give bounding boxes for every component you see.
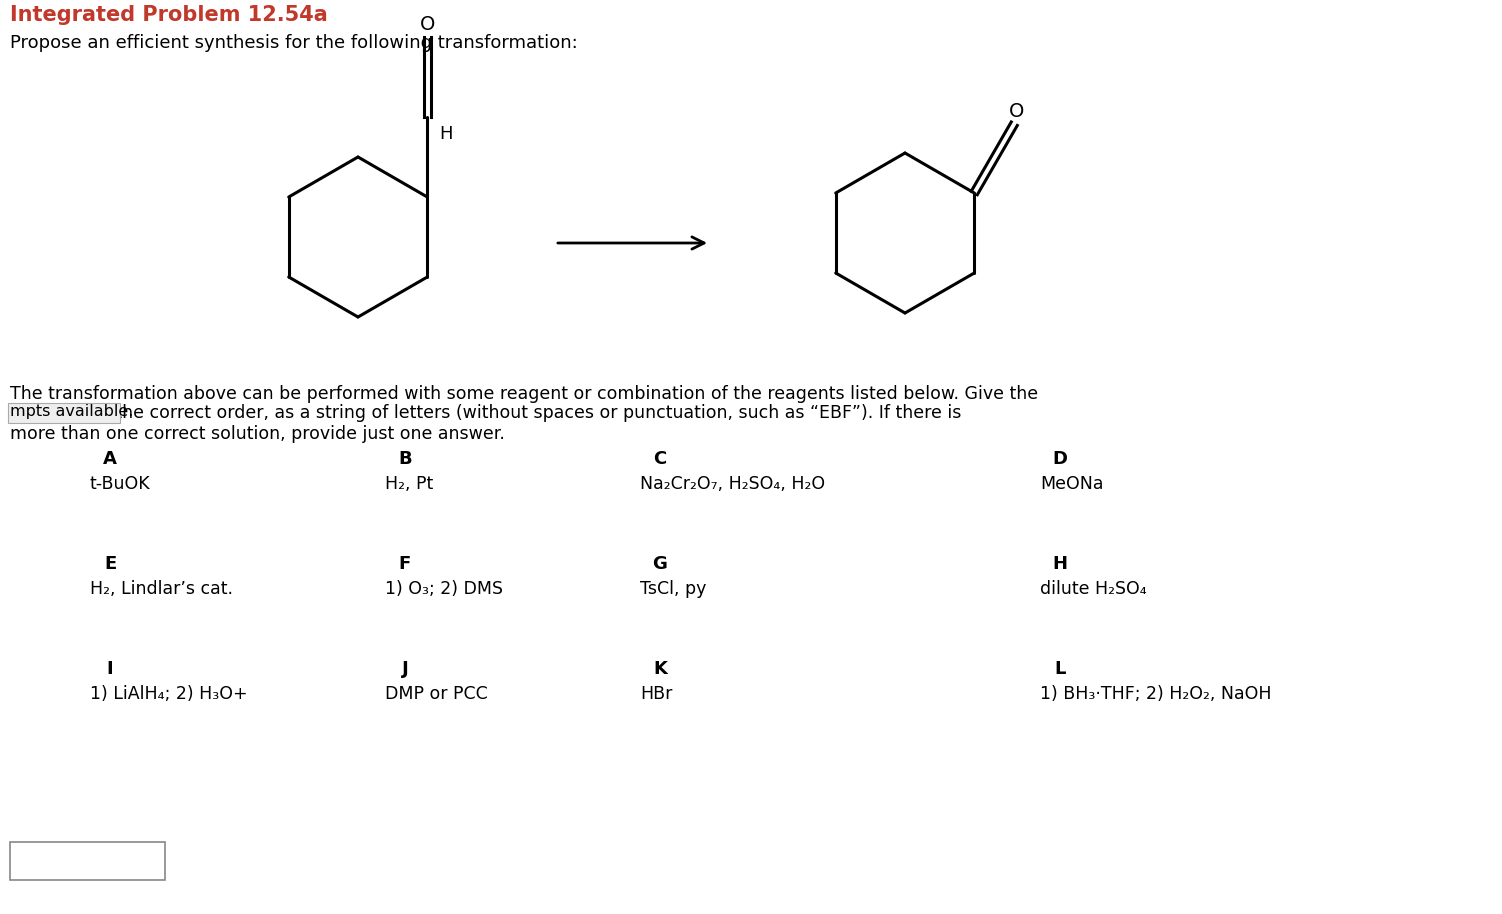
Text: mpts available.: mpts available. <box>11 404 134 419</box>
FancyBboxPatch shape <box>11 842 165 880</box>
Text: H₂, Pt: H₂, Pt <box>385 475 433 493</box>
Text: G: G <box>652 555 667 573</box>
Text: Propose an efficient synthesis for the following transformation:: Propose an efficient synthesis for the f… <box>11 34 578 52</box>
Text: Integrated Problem 12.54a: Integrated Problem 12.54a <box>11 5 327 25</box>
Text: H₂, Lindlar’s cat.: H₂, Lindlar’s cat. <box>90 580 233 598</box>
Text: I: I <box>107 660 113 678</box>
Text: L: L <box>1054 660 1066 678</box>
Text: B: B <box>398 450 412 468</box>
Text: O: O <box>1009 101 1024 121</box>
Text: dilute H₂SO₄: dilute H₂SO₄ <box>1039 580 1146 598</box>
Text: C: C <box>653 450 667 468</box>
Text: D: D <box>1053 450 1068 468</box>
Text: HBr: HBr <box>640 685 673 703</box>
Text: agent(s) in the correct order, as a string of letters (without spaces or punctua: agent(s) in the correct order, as a stri… <box>11 404 961 422</box>
Text: K: K <box>653 660 667 678</box>
Text: t-BuOK: t-BuOK <box>90 475 150 493</box>
Text: O: O <box>419 15 436 34</box>
Text: J: J <box>401 660 409 678</box>
Text: Na₂Cr₂O₇, H₂SO₄, H₂O: Na₂Cr₂O₇, H₂SO₄, H₂O <box>640 475 825 493</box>
Text: H: H <box>1053 555 1068 573</box>
Text: MeONa: MeONa <box>1039 475 1104 493</box>
Text: more than one correct solution, provide just one answer.: more than one correct solution, provide … <box>11 425 505 443</box>
Text: F: F <box>400 555 412 573</box>
Text: 1) BH₃·THF; 2) H₂O₂, NaOH: 1) BH₃·THF; 2) H₂O₂, NaOH <box>1039 685 1272 703</box>
Text: The transformation above can be performed with some reagent or combination of th: The transformation above can be performe… <box>11 385 1038 403</box>
Text: 1) O₃; 2) DMS: 1) O₃; 2) DMS <box>385 580 503 598</box>
Text: E: E <box>104 555 116 573</box>
FancyBboxPatch shape <box>8 403 120 423</box>
Text: DMP or PCC: DMP or PCC <box>385 685 488 703</box>
Text: H: H <box>439 125 452 143</box>
Text: TsCl, py: TsCl, py <box>640 580 706 598</box>
Text: A: A <box>104 450 117 468</box>
Text: 1) LiAlH₄; 2) H₃O+: 1) LiAlH₄; 2) H₃O+ <box>90 685 248 703</box>
